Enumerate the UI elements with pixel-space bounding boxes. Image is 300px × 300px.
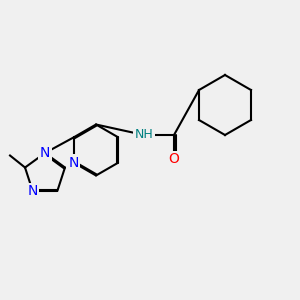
Text: N: N [40, 146, 50, 160]
Text: N: N [69, 156, 79, 170]
Text: O: O [169, 152, 179, 166]
Text: NH: NH [135, 128, 153, 142]
Text: N: N [28, 184, 38, 198]
